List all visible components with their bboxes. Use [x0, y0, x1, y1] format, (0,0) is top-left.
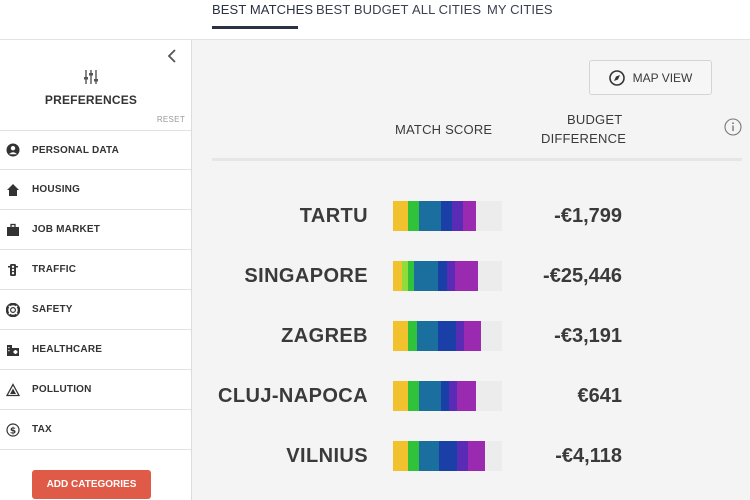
- city-name: ZAGREB: [281, 325, 368, 347]
- sidebar-item-label: JOB MARKET: [32, 224, 101, 235]
- score-segment: [419, 201, 441, 231]
- score-segment: [457, 441, 469, 471]
- score-segment: [456, 321, 464, 351]
- score-segment: [440, 201, 452, 231]
- top-navigation: BEST MATCHES BEST BUDGET ALL CITIES MY C…: [0, 0, 750, 40]
- score-segment: [419, 441, 439, 471]
- score-segment: [413, 261, 438, 291]
- tab-best-matches[interactable]: BEST MATCHES: [212, 2, 314, 17]
- budget-difference: -€1,799: [554, 205, 622, 227]
- city-name: SINGAPORE: [244, 265, 368, 287]
- tab-best-budget[interactable]: BEST BUDGET: [316, 2, 409, 17]
- hospital-icon: [5, 342, 21, 358]
- score-segment: [455, 261, 478, 291]
- score-segment: [393, 381, 409, 411]
- active-tab-indicator: [212, 26, 298, 29]
- add-categories-button[interactable]: ADD CATEGORIES: [32, 470, 151, 499]
- info-icon[interactable]: [724, 118, 742, 136]
- score-segment: [401, 261, 409, 291]
- chevron-left-icon: [167, 49, 176, 63]
- score-segment: [457, 381, 476, 411]
- city-row[interactable]: TARTU -€1,799: [212, 196, 742, 236]
- preferences-title: PREFERENCES: [44, 93, 138, 107]
- score-segment: [408, 261, 414, 291]
- city-name: VILNIUS: [286, 445, 368, 467]
- score-segment: [416, 321, 438, 351]
- sliders-icon: [82, 68, 100, 86]
- sidebar-item-pollution[interactable]: POLLUTION: [0, 370, 191, 410]
- sidebar-item-label: PERSONAL DATA: [32, 144, 120, 156]
- score-segment: [408, 381, 420, 411]
- budget-difference: €641: [577, 385, 623, 407]
- dollar-icon: $: [5, 422, 21, 438]
- match-score-bar: [393, 201, 502, 231]
- score-segment: [462, 201, 476, 231]
- tab-all-cities[interactable]: ALL CITIES: [412, 2, 482, 17]
- sidebar-item-job-market[interactable]: JOB MARKET: [0, 210, 191, 250]
- match-score-bar: [393, 261, 502, 291]
- briefcase-icon: [5, 222, 21, 238]
- score-segment: [393, 321, 409, 351]
- score-segment: [438, 441, 458, 471]
- score-segment: [437, 261, 448, 291]
- city-row[interactable]: ZAGREB -€3,191: [212, 316, 742, 356]
- sidebar-item-label: TAX: [32, 424, 52, 435]
- city-name: TARTU: [299, 205, 368, 227]
- score-segment: [447, 261, 456, 291]
- sidebar-item-tax[interactable]: $ TAX: [0, 410, 191, 450]
- score-segment: [468, 441, 485, 471]
- preferences-sidebar: PREFERENCES RESET PERSONAL DATA HOUSING …: [0, 40, 192, 500]
- collapse-sidebar-button[interactable]: [164, 46, 180, 66]
- reset-link[interactable]: RESET: [156, 115, 185, 124]
- sidebar-item-safety[interactable]: SAFETY: [0, 290, 191, 330]
- match-score-header: MATCH SCORE: [395, 122, 493, 137]
- sidebar-item-healthcare[interactable]: HEALTHCARE: [0, 330, 191, 370]
- sidebar-item-label: SAFETY: [32, 304, 73, 315]
- match-score-bar: [393, 441, 502, 471]
- score-segment: [437, 321, 457, 351]
- score-segment: [408, 321, 417, 351]
- person-icon: [5, 142, 21, 158]
- compass-icon: [608, 69, 625, 86]
- sidebar-item-label: POLLUTION: [32, 384, 92, 395]
- sidebar-item-label: TRAFFIC: [32, 264, 77, 275]
- tab-my-cities[interactable]: MY CITIES: [487, 2, 553, 17]
- score-segment: [419, 381, 441, 411]
- map-view-label: MAP VIEW: [632, 70, 693, 85]
- category-list: PERSONAL DATA HOUSING JOB MARKET TRAFFIC…: [0, 130, 191, 450]
- lifebuoy-icon: [5, 302, 21, 318]
- sidebar-item-label: HOUSING: [32, 184, 81, 195]
- budget-header-line1: BUDGET: [567, 112, 623, 127]
- city-row[interactable]: CLUJ-NAPOCA €641: [212, 376, 742, 416]
- city-name: CLUJ-NAPOCA: [218, 385, 368, 407]
- sidebar-item-housing[interactable]: HOUSING: [0, 170, 191, 210]
- score-segment: [463, 321, 482, 351]
- budget-difference: -€3,191: [554, 325, 622, 347]
- budget-difference: -€4,118: [555, 445, 622, 467]
- traffic-light-icon: [5, 262, 21, 278]
- sidebar-item-label: HEALTHCARE: [32, 344, 103, 355]
- map-view-button[interactable]: MAP VIEW: [589, 60, 712, 95]
- score-segment: [393, 441, 409, 471]
- score-segment: [440, 381, 449, 411]
- score-segment: [408, 441, 420, 471]
- budget-difference: -€25,446: [543, 265, 622, 287]
- pollution-icon: [5, 382, 21, 398]
- sidebar-item-personal-data[interactable]: PERSONAL DATA: [0, 130, 191, 170]
- house-icon: [5, 182, 21, 198]
- match-score-bar: [393, 321, 502, 351]
- score-segment: [448, 381, 458, 411]
- score-segment: [408, 201, 420, 231]
- match-score-bar: [393, 381, 502, 411]
- score-segment: [393, 261, 402, 291]
- sidebar-item-traffic[interactable]: TRAFFIC: [0, 250, 191, 290]
- svg-text:$: $: [10, 426, 16, 436]
- city-row[interactable]: SINGAPORE -€25,446: [212, 256, 742, 296]
- city-row[interactable]: VILNIUS -€4,118: [212, 436, 742, 476]
- budget-header-line2: DIFFERENCE: [541, 131, 627, 146]
- score-segment: [451, 201, 463, 231]
- score-segment: [393, 201, 409, 231]
- header-divider: [212, 158, 742, 161]
